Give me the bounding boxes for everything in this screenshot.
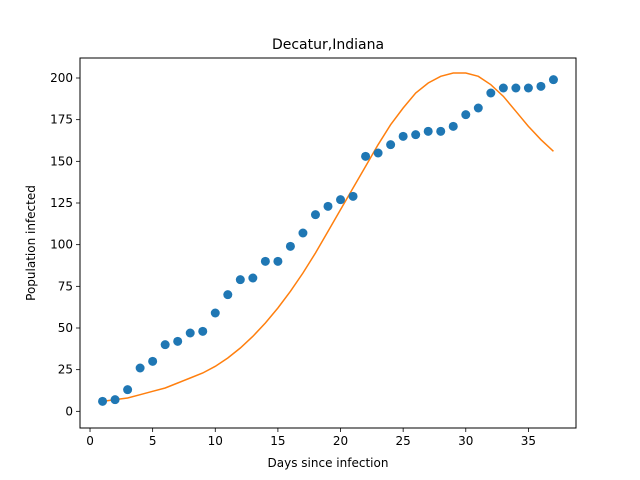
- data-point: [223, 290, 233, 300]
- fitted-curve-line: [102, 72, 554, 403]
- x-tick-label: 35: [521, 434, 536, 448]
- data-point: [523, 83, 533, 93]
- data-point: [473, 103, 483, 113]
- data-point: [135, 363, 145, 373]
- y-tick-label: 0: [65, 404, 73, 418]
- y-tick-label: 175: [50, 113, 73, 127]
- x-tick-label: 10: [208, 434, 223, 448]
- data-point: [511, 83, 521, 93]
- data-point: [123, 385, 133, 395]
- data-point: [198, 326, 208, 336]
- data-point: [110, 395, 120, 405]
- y-axis: 0 25 50 75 100 125 150 175 200: [50, 71, 80, 418]
- data-point: [98, 396, 108, 406]
- y-tick-label: 125: [50, 196, 73, 210]
- x-axis: 0 5 10 15 20 25 30 35: [86, 428, 536, 448]
- x-tick-label: 0: [86, 434, 94, 448]
- data-point: [423, 126, 433, 136]
- data-point: [285, 241, 295, 251]
- data-point: [310, 210, 320, 220]
- x-axis-label: Days since infection: [268, 456, 389, 470]
- data-point: [361, 151, 371, 161]
- data-point: [160, 340, 170, 350]
- data-point: [210, 308, 220, 318]
- y-tick-label: 25: [58, 363, 73, 377]
- data-point: [536, 81, 546, 91]
- data-point: [461, 110, 471, 120]
- y-axis-label: Population infected: [24, 185, 38, 301]
- y-tick-label: 200: [50, 71, 73, 85]
- y-tick-label: 75: [58, 279, 73, 293]
- plot-area: [98, 72, 558, 406]
- y-tick-label: 150: [50, 154, 73, 168]
- data-point: [548, 75, 558, 85]
- x-tick-label: 30: [458, 434, 473, 448]
- data-point: [398, 131, 408, 141]
- x-tick-label: 5: [149, 434, 157, 448]
- y-tick-label: 100: [50, 238, 73, 252]
- data-point: [185, 328, 195, 338]
- axes-frame: [79, 57, 577, 429]
- data-point: [386, 140, 396, 150]
- y-tick-label: 50: [58, 321, 73, 335]
- x-tick-label: 15: [270, 434, 285, 448]
- data-point: [373, 148, 383, 158]
- data-point: [436, 126, 446, 136]
- data-point: [148, 356, 158, 366]
- x-tick-label: 25: [396, 434, 411, 448]
- data-point: [173, 336, 183, 346]
- data-point: [273, 256, 283, 266]
- data-point: [486, 88, 496, 98]
- data-point: [260, 256, 270, 266]
- data-point: [248, 273, 258, 283]
- data-point: [336, 195, 346, 205]
- data-point: [411, 130, 421, 140]
- data-point: [448, 121, 458, 131]
- chart-title: Decatur,Indiana: [272, 37, 384, 53]
- x-tick-label: 20: [333, 434, 348, 448]
- data-point: [235, 275, 245, 285]
- data-point: [498, 83, 508, 93]
- data-point: [323, 201, 333, 211]
- data-point: [298, 228, 308, 238]
- data-point: [348, 191, 358, 201]
